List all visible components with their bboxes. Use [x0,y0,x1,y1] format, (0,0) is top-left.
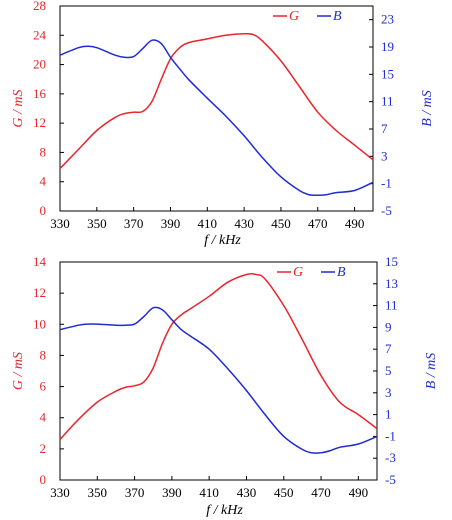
y-right-tick-label: 1 [385,407,392,422]
y-right-tick-label: 15 [381,66,394,81]
y-right-tick-label: 23 [381,12,394,27]
y-left-tick-label: 8 [40,347,47,362]
y-left-tick-label: 6 [40,379,47,394]
legend-label-b: B [337,265,346,280]
y-right-axis-label: B / mS [424,353,439,390]
y-right-tick-label: 9 [385,319,392,334]
y-right-tick-label: -3 [385,450,396,465]
series-line-g [59,272,378,441]
y-left-tick-label: 20 [33,57,46,72]
y-right-tick-label: 7 [385,341,392,356]
legend-label-b: B [333,9,342,24]
x-tick-label: 370 [124,216,144,231]
series-line-b [59,306,378,454]
chart-top: 330 350 370 390 410 430 450 470 490 0 4 8 12 16 20 24 28… [11,0,435,248]
x-tick-label: 390 [162,485,182,500]
x-tick-label: 470 [308,216,328,231]
series-line-g [59,32,374,170]
x-axis-label: f / kHz [204,233,241,248]
y-right-tick-label: 5 [385,363,392,378]
y-right-tick-label: 11 [381,94,394,109]
x-tick-label: 410 [198,216,218,231]
x-tick-label: 490 [349,485,369,500]
x-tick-label: 490 [345,216,365,231]
y-right-tick-label: 13 [385,276,398,291]
x-tick-label: 330 [50,216,70,231]
x-tick-label: 370 [125,485,145,500]
y-right-tick-label: 19 [381,39,394,54]
y-left-tick-label: 8 [40,144,47,159]
x-tick-label: 430 [234,216,254,231]
y-left-tick-label: 0 [40,472,47,487]
y-left-tick-label: 24 [33,27,47,42]
y-right-tick-label: -1 [385,428,396,443]
y-left-tick-label: 12 [33,115,46,130]
x-tick-label: 450 [271,216,291,231]
y-left-axis-label: G / mS [11,352,26,390]
plot-frame [59,5,374,212]
y-left-tick-label: 2 [40,441,47,456]
y-right-axis-label: B / mS [420,90,435,127]
y-right-tick-label: 11 [385,298,398,313]
x-tick-label: 350 [87,216,107,231]
plot-frame [59,261,378,481]
y-right-tick-label: -5 [381,203,392,218]
y-right-tick-label: 3 [385,385,392,400]
series-line-b [59,39,374,197]
x-tick-label: 410 [199,485,219,500]
y-left-tick-label: 28 [33,0,46,13]
y-right-tick-label: -5 [385,472,396,487]
chart-bottom: 330 350 370 390 410 430 450 470 490 0 2 4 6 8 10 12 14 -5… [11,254,439,518]
x-tick-label: 430 [237,485,257,500]
x-tick-label: 350 [88,485,108,500]
y-left-tick-label: 14 [33,254,47,269]
y-right-tick-label: 15 [385,254,398,269]
y-left-tick-label: 4 [40,174,47,189]
y-left-tick-label: 16 [33,86,47,101]
x-tick-label: 450 [274,485,294,500]
x-tick-label: 330 [50,485,70,500]
y-left-axis-label: G / mS [11,89,26,127]
x-tick-label: 470 [311,485,331,500]
x-axis-label: f / kHz [206,503,243,518]
y-left-tick-label: 10 [33,316,46,331]
y-right-tick-label: -1 [381,176,392,191]
y-left-tick-label: 4 [40,410,47,425]
x-tick-label: 390 [161,216,181,231]
legend-label-g: G [293,265,303,280]
y-left-tick-label: 12 [33,285,46,300]
y-left-tick-label: 0 [40,203,47,218]
legend-label-g: G [289,9,299,24]
y-right-tick-label: 7 [381,121,388,136]
y-right-tick-label: 3 [381,148,388,163]
